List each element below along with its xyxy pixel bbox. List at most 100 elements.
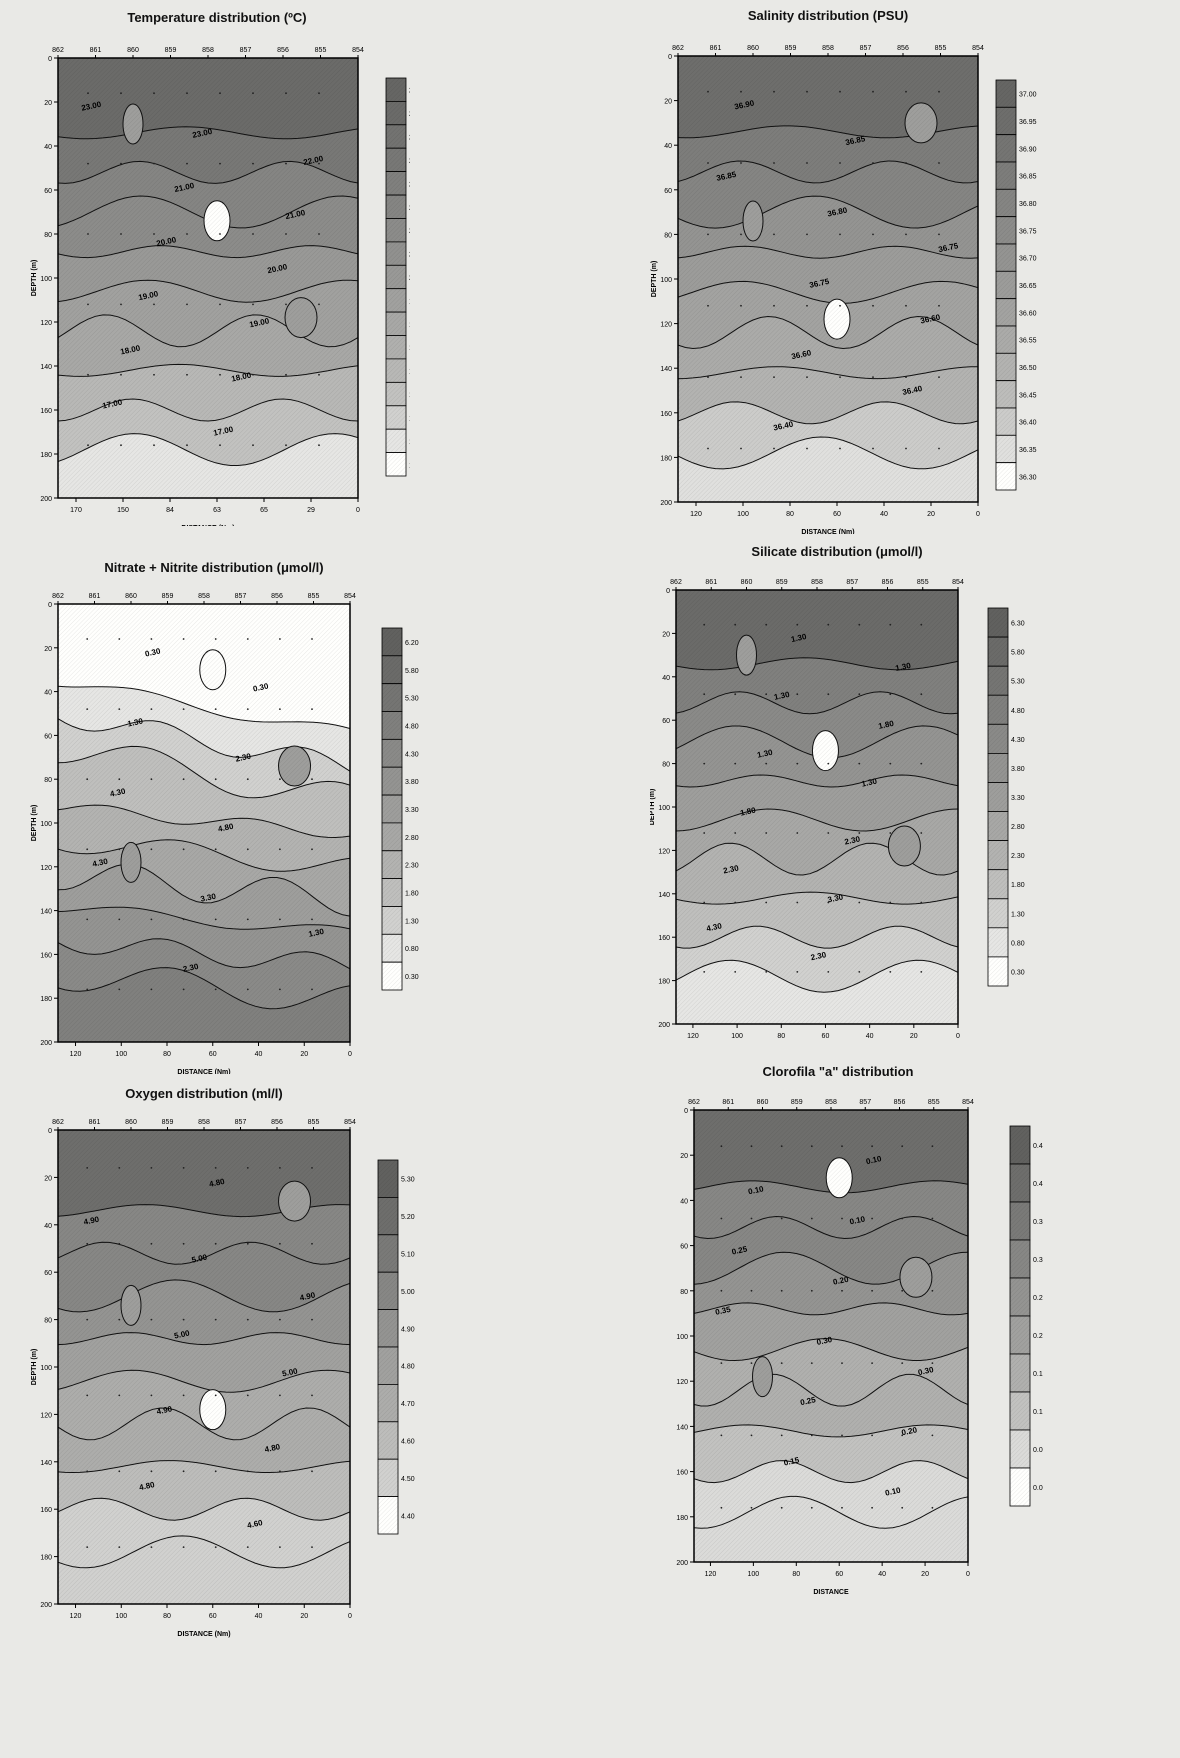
sample-point bbox=[150, 848, 153, 851]
contour-label: 3.30 bbox=[827, 892, 845, 904]
contour-label: 0.30 bbox=[917, 1365, 935, 1377]
y-tick-label: 200 bbox=[676, 1560, 688, 1567]
colorbar-label: 4.90 bbox=[401, 1326, 415, 1333]
colorbar-texture bbox=[996, 326, 1016, 354]
sample-point bbox=[938, 233, 940, 236]
sample-point bbox=[905, 90, 907, 93]
colorbar-label: 0.3 bbox=[1033, 1219, 1043, 1226]
chart-svg: 4.80 4.90 5.00 4.90 5.00 5.00 4.90 4.80 4.80 4.60… bbox=[31, 1119, 415, 1638]
contour-label: 36.75 bbox=[938, 241, 960, 254]
sample-point bbox=[87, 303, 89, 306]
sample-point bbox=[279, 708, 281, 710]
sample-point bbox=[905, 162, 907, 164]
sample-point bbox=[750, 1506, 753, 1509]
sample-point bbox=[87, 444, 89, 447]
sample-point bbox=[285, 92, 287, 95]
sample-point bbox=[311, 1167, 313, 1169]
sample-point bbox=[311, 1470, 313, 1473]
sample-point bbox=[86, 1470, 89, 1473]
sample-point bbox=[214, 1318, 217, 1321]
colorbar-label: 36.90 bbox=[1019, 146, 1037, 153]
colorbar-label: 2.30 bbox=[1011, 853, 1025, 860]
colorbar-label: 0.30 bbox=[1011, 970, 1025, 977]
sample-point bbox=[740, 376, 742, 378]
y-tick-label: 100 bbox=[658, 805, 670, 812]
colorbar-label: 3.30 bbox=[1011, 795, 1025, 802]
sample-point bbox=[311, 1394, 313, 1397]
x-tick-label: 20 bbox=[927, 511, 935, 518]
contour-label: 1.30 bbox=[895, 661, 913, 673]
x-tick-label: 40 bbox=[255, 1051, 263, 1058]
sample-point bbox=[214, 848, 217, 851]
sample-point bbox=[765, 832, 768, 834]
contour-label: 1.30 bbox=[127, 716, 145, 728]
colorbar-label: 5.80 bbox=[1011, 650, 1025, 657]
station-label: 856 bbox=[882, 579, 894, 586]
station-label: 856 bbox=[271, 1119, 283, 1126]
contour-label: 0.10 bbox=[884, 1486, 902, 1498]
sample-point bbox=[311, 778, 313, 781]
x-tick-label: 100 bbox=[115, 1613, 127, 1620]
colorbar-label: 2.80 bbox=[1011, 824, 1025, 831]
colorbar-texture bbox=[382, 628, 402, 656]
station-label: 860 bbox=[741, 579, 753, 586]
contour-label: 4.30 bbox=[706, 921, 724, 933]
sample-point bbox=[703, 623, 706, 626]
colorbar-label: 19.50 bbox=[409, 298, 410, 305]
contour-label: 4.90 bbox=[83, 1215, 101, 1227]
sample-point bbox=[796, 832, 799, 834]
colorbar-label: 3.30 bbox=[405, 807, 419, 814]
colorbar-label: 19.00 bbox=[409, 322, 410, 329]
sample-point bbox=[773, 304, 775, 307]
sample-point bbox=[872, 447, 874, 450]
contour-label: 4.90 bbox=[299, 1290, 317, 1302]
colorbar-label: 22.00 bbox=[409, 181, 410, 188]
sample-point bbox=[214, 988, 217, 991]
sample-point bbox=[311, 1546, 313, 1548]
station-label: 855 bbox=[308, 593, 320, 600]
sample-point bbox=[871, 1289, 873, 1292]
x-tick-label: 170 bbox=[70, 507, 82, 514]
colorbar-label: 36.35 bbox=[1019, 447, 1037, 454]
colorbar-texture bbox=[382, 655, 402, 684]
sample-point bbox=[938, 304, 940, 307]
colorbar-texture bbox=[996, 216, 1016, 244]
sample-point bbox=[150, 918, 153, 921]
sample-point bbox=[773, 233, 775, 236]
y-tick-label: 160 bbox=[660, 411, 672, 418]
colorbar-texture bbox=[382, 850, 402, 879]
colorbar-texture bbox=[988, 695, 1008, 725]
sample-point bbox=[182, 1167, 185, 1169]
sample-point bbox=[707, 90, 709, 93]
sample-point bbox=[765, 693, 768, 696]
sample-point bbox=[872, 304, 874, 307]
colorbar-texture bbox=[382, 878, 402, 907]
sample-point bbox=[150, 1546, 153, 1548]
sample-point bbox=[780, 1289, 783, 1292]
sample-point bbox=[872, 233, 874, 236]
x-axis-label: DISTANCE (Nm) bbox=[177, 1631, 230, 1638]
sample-point bbox=[246, 1318, 249, 1321]
sample-point bbox=[841, 1145, 843, 1148]
colorbar-texture bbox=[378, 1309, 398, 1347]
contour-label: 18.00 bbox=[120, 343, 142, 356]
colorbar-texture bbox=[1010, 1468, 1030, 1506]
sample-point bbox=[86, 918, 89, 921]
colorbar-texture bbox=[1010, 1392, 1030, 1430]
contour-label: 1.80 bbox=[878, 719, 896, 731]
y-axis-label: DEPTH (m) bbox=[651, 261, 658, 298]
x-tick-label: 20 bbox=[300, 1613, 308, 1620]
x-tick-label: 80 bbox=[163, 1613, 171, 1620]
sample-point bbox=[219, 92, 221, 95]
station-label: 860 bbox=[747, 45, 759, 52]
colorbar-texture bbox=[988, 927, 1008, 957]
chart-title: Nitrate + Nitrite distribution (μmol/l) bbox=[104, 560, 324, 575]
x-tick-label: 65 bbox=[260, 507, 268, 514]
y-tick-label: 60 bbox=[662, 718, 670, 725]
sample-point bbox=[703, 971, 706, 973]
sample-point bbox=[311, 988, 313, 991]
sample-point bbox=[750, 1145, 753, 1148]
contour-label: 1.30 bbox=[308, 927, 326, 939]
sample-point bbox=[905, 447, 907, 450]
sample-point bbox=[86, 1242, 89, 1245]
